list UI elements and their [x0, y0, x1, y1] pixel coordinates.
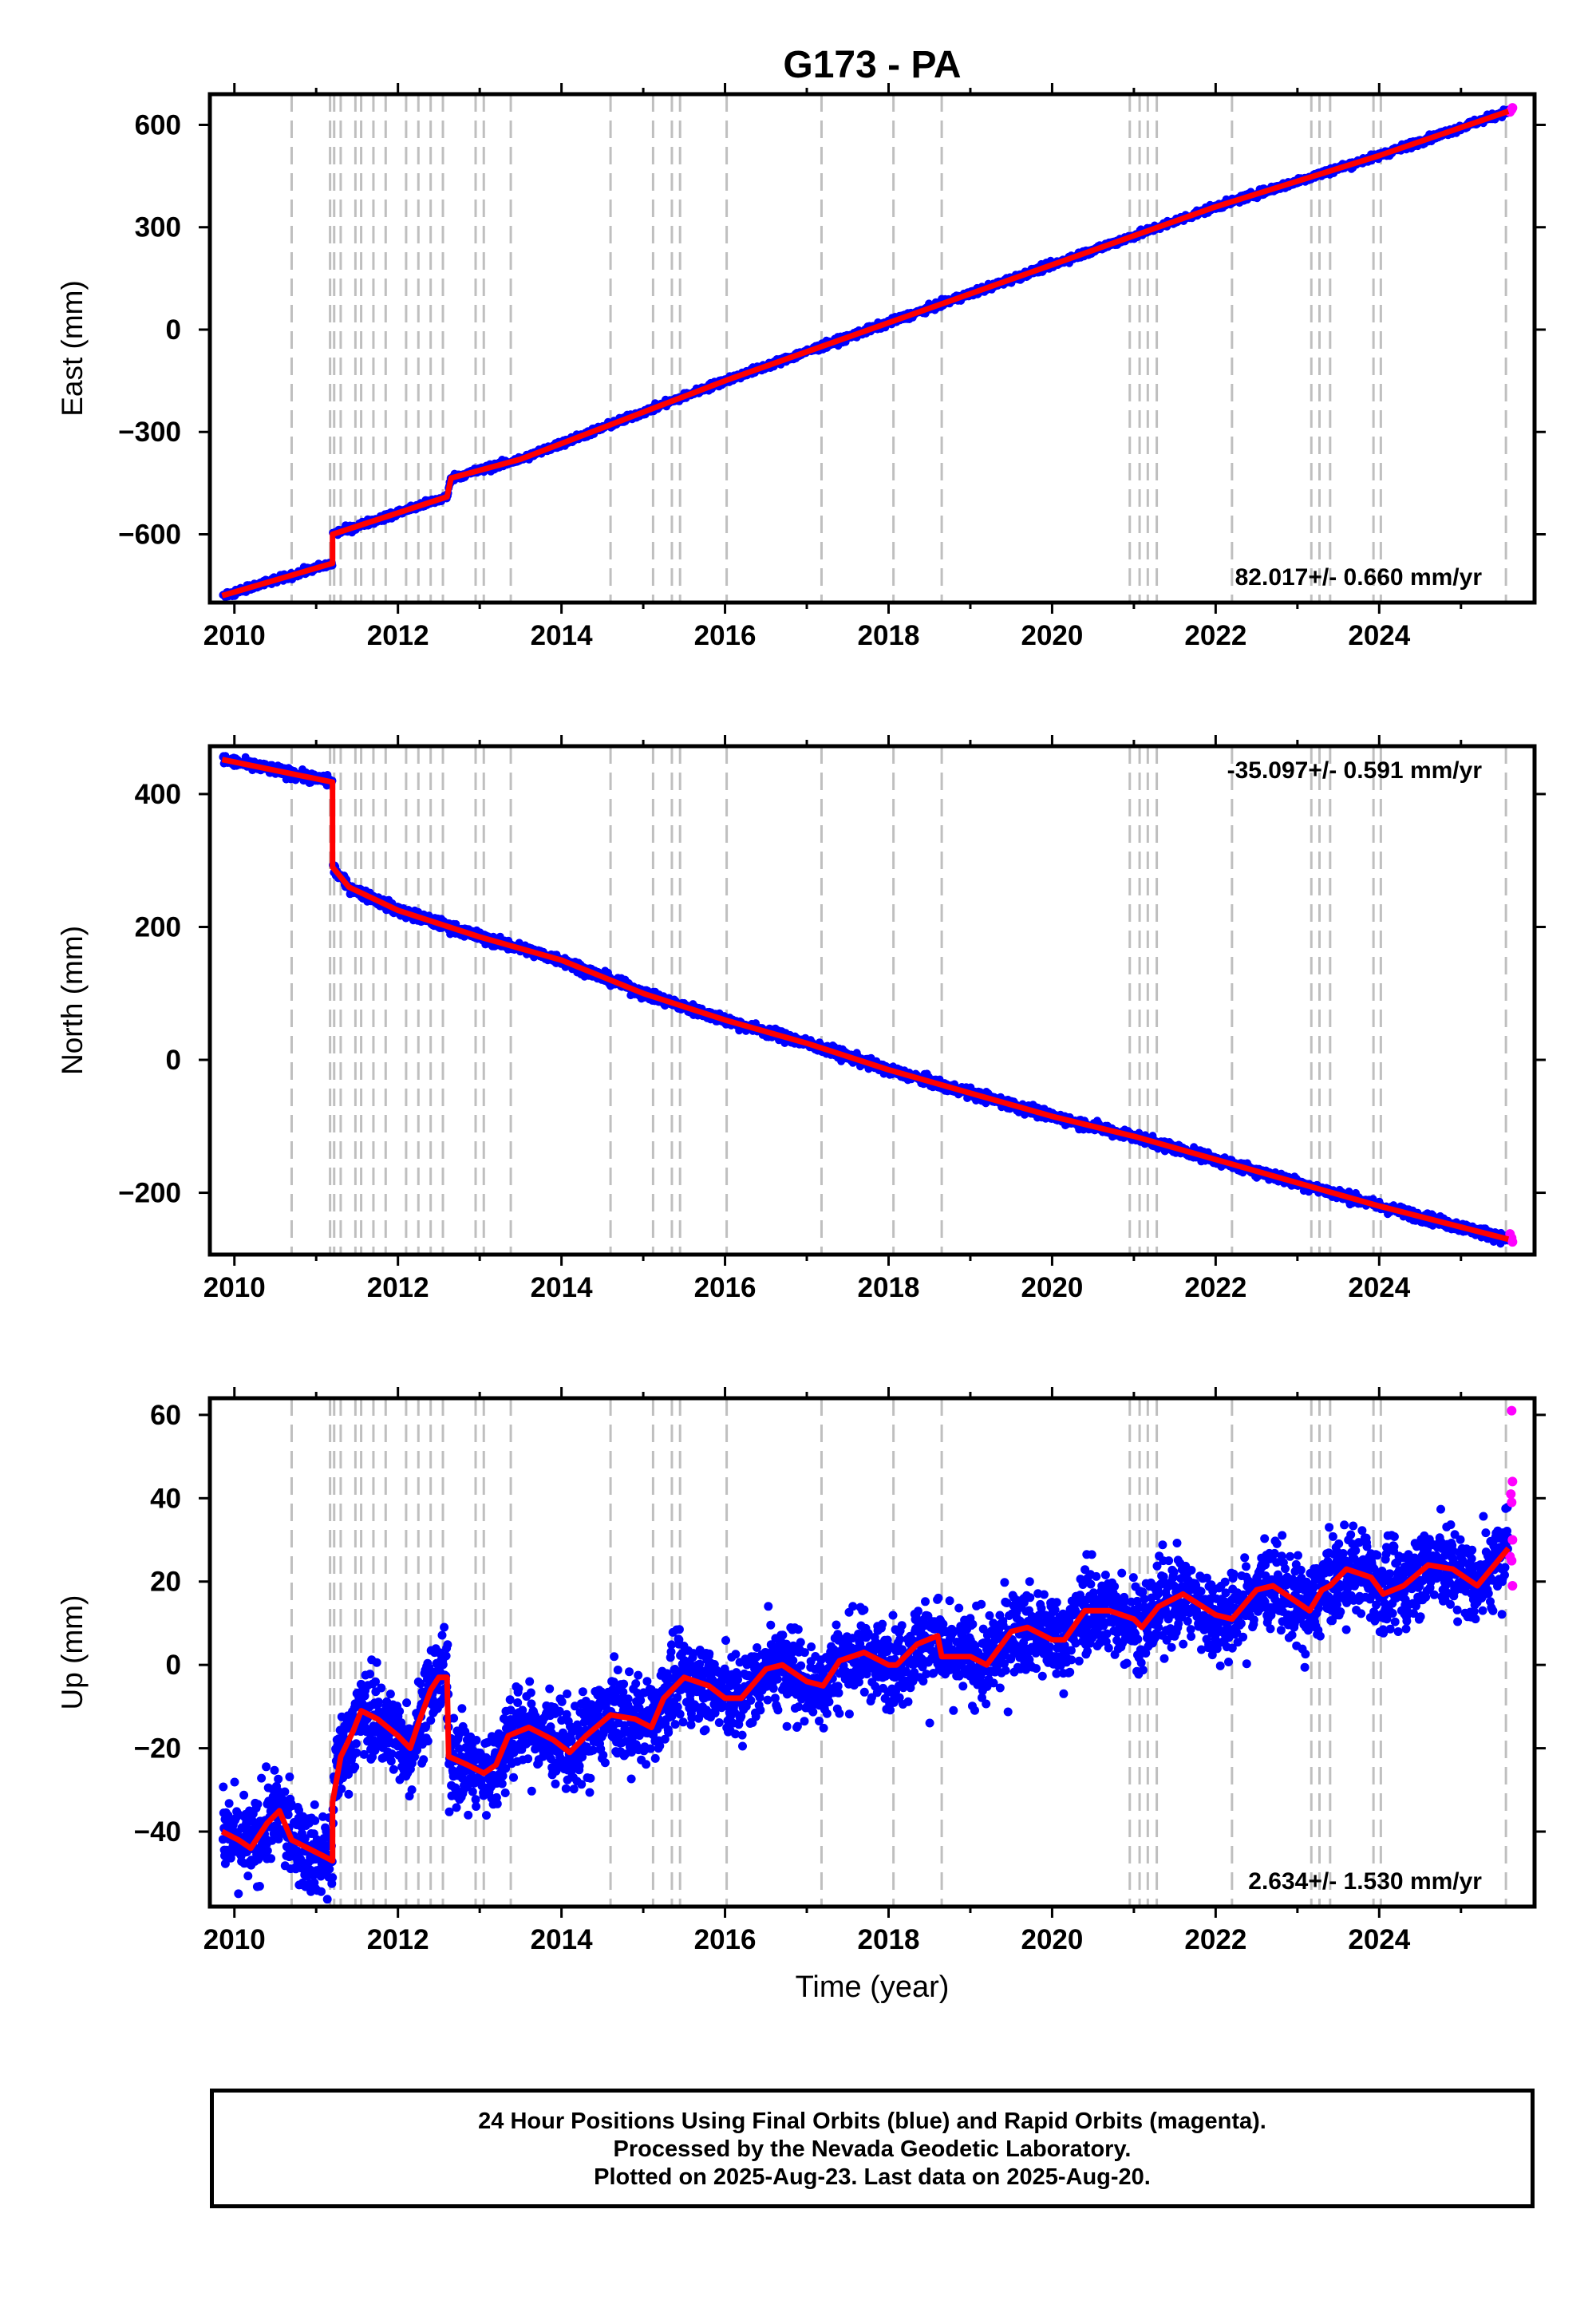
y-tick-label: 400 — [135, 779, 181, 810]
y-axis-label: East (mm) — [56, 280, 89, 417]
x-tick-label: 2014 — [531, 620, 593, 651]
y-tick-label: −300 — [118, 417, 181, 448]
y-tick-label: 0 — [166, 1650, 181, 1681]
panel-up: 2010 2012 2014 2016 2018 2020 2022 2024 −40 −20 0 2… — [56, 1387, 1546, 2004]
velocity-annotation: 2.634+/- 1.530 mm/yr — [1248, 1868, 1482, 1895]
y-tick-label: 200 — [135, 911, 181, 943]
y-tick-label: −40 — [134, 1816, 181, 1848]
x-tick-label: 2024 — [1348, 1272, 1410, 1303]
x-tick-label: 2020 — [1021, 1272, 1083, 1303]
y-tick-label: −20 — [134, 1733, 181, 1765]
x-tick-label: 2016 — [694, 1272, 757, 1303]
plot-frame — [207, 1396, 1537, 1909]
x-tick-label: 2020 — [1021, 1924, 1083, 1955]
footer-line-2: Processed by the Nevada Geodetic Laborat… — [613, 2136, 1132, 2162]
x-tick-label: 2022 — [1184, 1924, 1246, 1955]
trend-line — [221, 109, 1510, 599]
x-axis-label: Time (year) — [796, 1970, 950, 2004]
rapid-orbit-point — [1507, 1580, 1518, 1591]
rapid-orbit-point — [1507, 1535, 1518, 1545]
x-tick-label: 2010 — [203, 1272, 266, 1303]
final-orbit-points — [218, 1503, 1513, 1904]
x-tick-label: 2012 — [367, 1272, 429, 1303]
final-orbit-points — [219, 752, 1512, 1248]
rapid-orbit-point — [1506, 1489, 1516, 1500]
y-tick-label: 60 — [150, 1400, 181, 1431]
y-tick-label: 40 — [150, 1483, 181, 1514]
x-tick-label: 2014 — [531, 1272, 593, 1303]
rapid-orbit-point — [1507, 1555, 1517, 1566]
y-tick-label: 0 — [166, 314, 181, 346]
x-tick-label: 2022 — [1184, 620, 1246, 651]
velocity-annotation: -35.097+/- 0.591 mm/yr — [1227, 757, 1483, 784]
x-tick-label: 2024 — [1348, 1924, 1410, 1955]
x-tick-label: 2018 — [858, 620, 920, 651]
y-tick-label: −600 — [118, 519, 181, 550]
x-tick-label: 2012 — [367, 620, 429, 651]
panel-north: 2010 2012 2014 2016 2018 2020 2022 2024 −200 0 200… — [56, 735, 1546, 1303]
rapid-orbit-point — [1507, 1237, 1518, 1247]
x-tick-label: 2010 — [203, 620, 266, 651]
plot-frame — [207, 744, 1537, 1257]
chart-title: G173 - PA — [783, 44, 961, 86]
plot-panels: 2010 2012 2014 2016 2018 2020 2022 2024 −600 −300… — [56, 83, 1546, 2004]
x-tick-label: 2012 — [367, 1924, 429, 1955]
footer-notes: 24 Hour Positions Using Final Orbits (bl… — [210, 2089, 1535, 2208]
rapid-orbit-point — [1507, 1497, 1517, 1508]
x-tick-label: 2018 — [858, 1924, 920, 1955]
footer-line-3: Plotted on 2025-Aug-23. Last data on 202… — [594, 2164, 1151, 2190]
x-tick-label: 2022 — [1184, 1272, 1246, 1303]
x-tick-label: 2020 — [1021, 620, 1083, 651]
x-tick-label: 2016 — [694, 1924, 757, 1955]
x-tick-label: 2018 — [858, 1272, 920, 1303]
panel-east: 2010 2012 2014 2016 2018 2020 2022 2024 −600 −300… — [56, 83, 1546, 651]
rapid-orbit-point — [1507, 103, 1518, 113]
y-tick-label: 0 — [166, 1045, 181, 1076]
plot-frame — [207, 92, 1537, 605]
y-tick-label: 300 — [135, 212, 181, 243]
x-tick-label: 2014 — [531, 1924, 593, 1955]
y-axis-label: North (mm) — [56, 926, 89, 1075]
rapid-orbit-point — [1507, 1476, 1518, 1487]
trend-line — [221, 757, 1510, 1243]
y-tick-label: 600 — [135, 109, 181, 140]
x-tick-label: 2024 — [1348, 620, 1410, 651]
rapid-orbit-point — [1507, 1405, 1517, 1416]
y-axis-label: Up (mm) — [56, 1595, 89, 1710]
y-tick-label: −200 — [118, 1178, 181, 1209]
y-tick-label: 20 — [150, 1567, 181, 1598]
velocity-annotation: 82.017+/- 0.660 mm/yr — [1235, 564, 1483, 591]
x-tick-label: 2016 — [694, 620, 757, 651]
footer-line-1: 24 Hour Positions Using Final Orbits (bl… — [478, 2109, 1266, 2134]
trend-line — [220, 1546, 1511, 1864]
final-orbit-points — [219, 105, 1512, 602]
x-tick-label: 2010 — [203, 1924, 266, 1955]
